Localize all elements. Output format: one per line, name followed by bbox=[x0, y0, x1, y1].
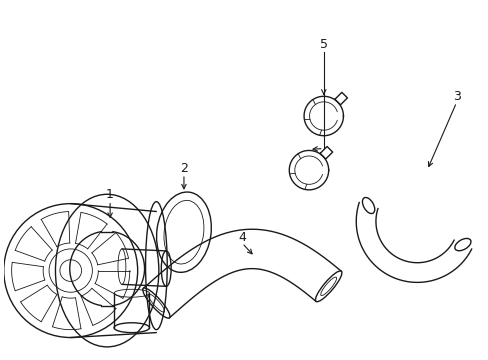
Text: 4: 4 bbox=[238, 231, 245, 244]
Text: 3: 3 bbox=[452, 90, 460, 103]
Text: 5: 5 bbox=[319, 38, 327, 51]
Text: 2: 2 bbox=[180, 162, 187, 175]
Text: 1: 1 bbox=[106, 188, 114, 201]
